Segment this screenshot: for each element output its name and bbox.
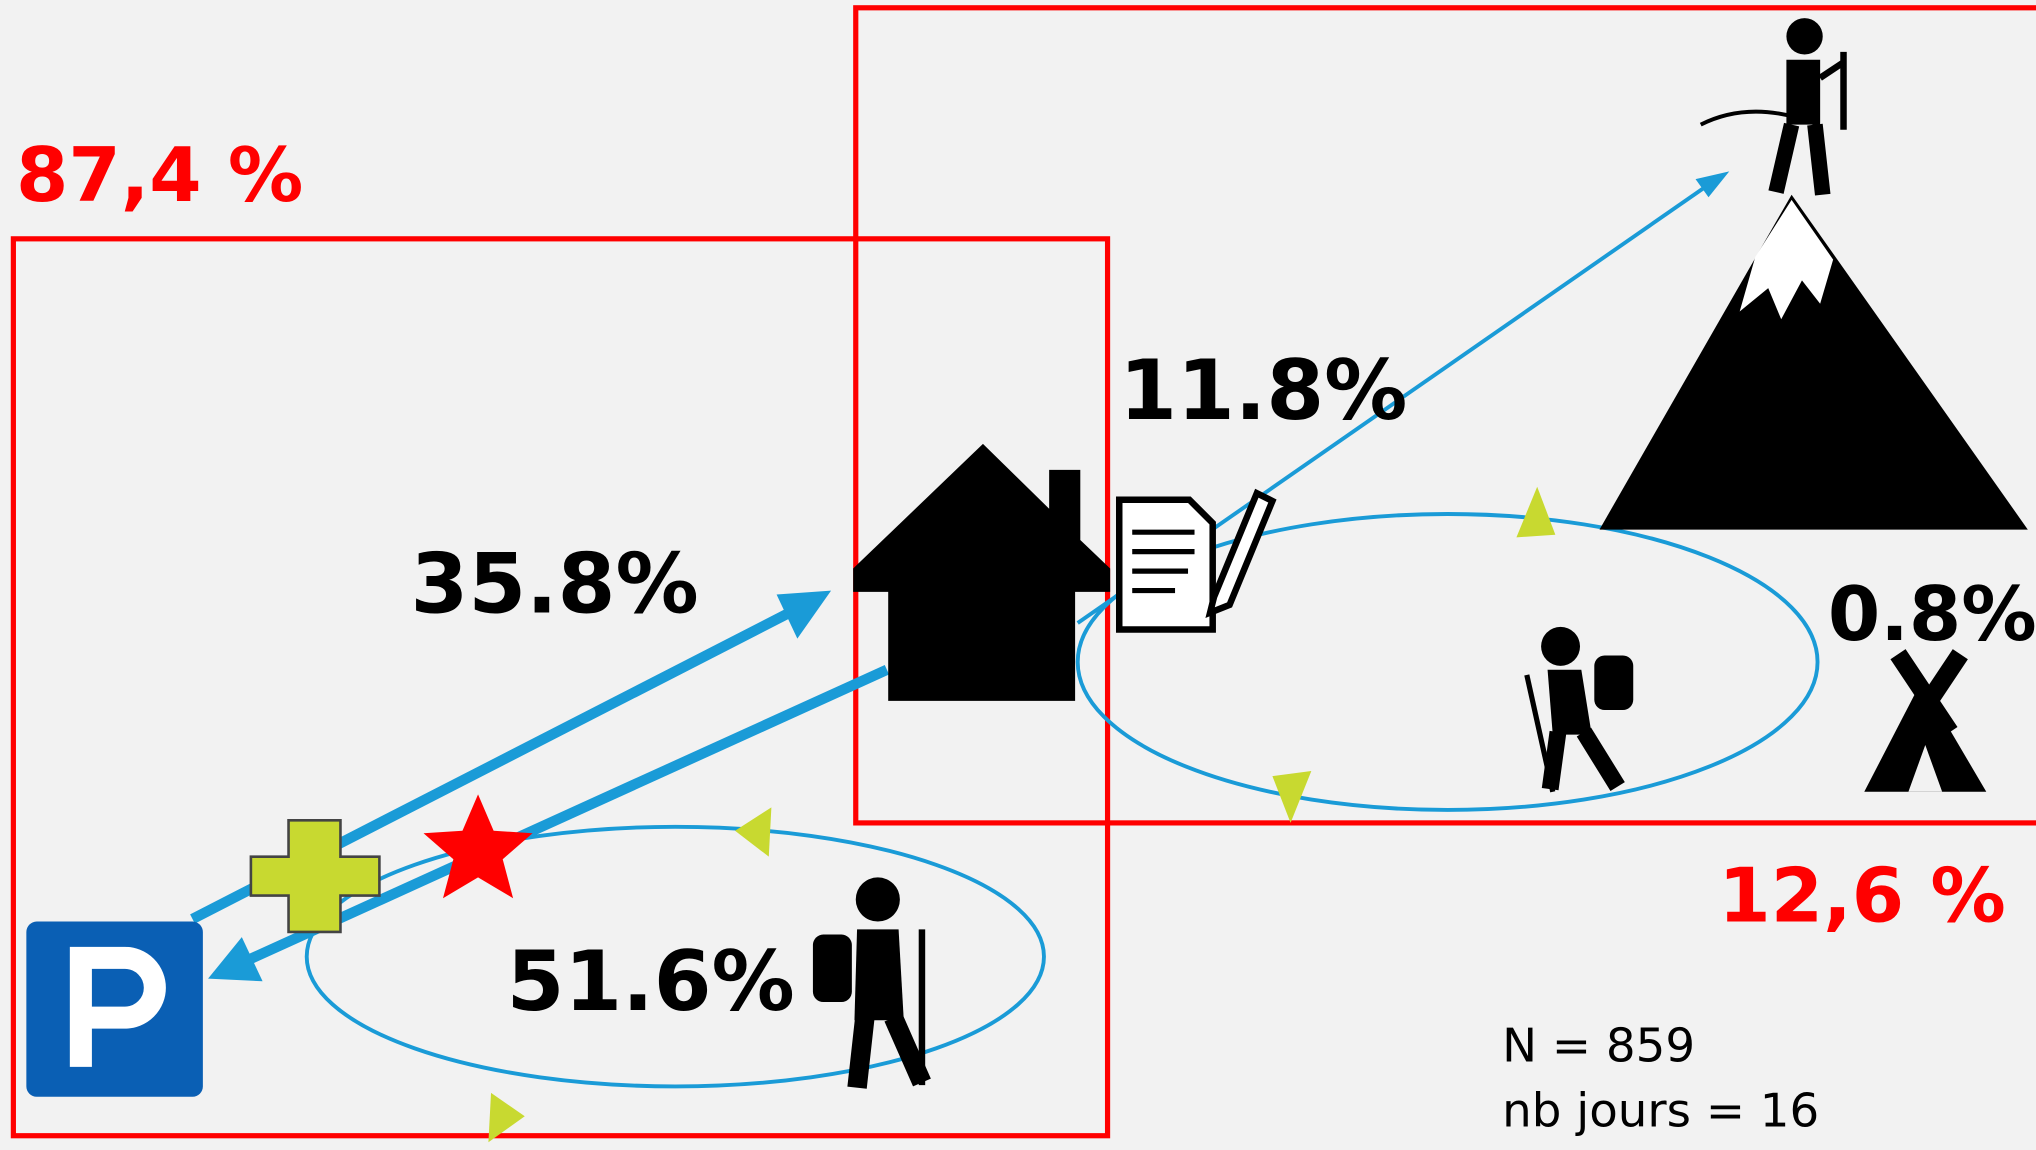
flow-label: 51.6% bbox=[507, 933, 795, 1030]
loop-upper bbox=[1075, 512, 1820, 812]
cross-icon bbox=[249, 819, 381, 934]
box-right bbox=[853, 5, 2036, 826]
loop-lower bbox=[304, 824, 1046, 1089]
arrowhead bbox=[776, 590, 832, 639]
arrow bbox=[244, 665, 890, 966]
hiker-icon bbox=[1524, 626, 1634, 793]
note: N = 859 bbox=[1502, 1020, 1695, 1074]
flow-label: 35.8% bbox=[411, 536, 699, 633]
marker bbox=[488, 1092, 525, 1143]
marker bbox=[1272, 770, 1312, 823]
arrowhead bbox=[1695, 171, 1730, 198]
marker bbox=[1516, 486, 1556, 538]
direction-markers bbox=[488, 486, 1556, 1143]
flow-label: 11.8% bbox=[1119, 342, 1407, 439]
parking-icon bbox=[26, 921, 203, 1097]
tent-icon bbox=[1864, 649, 1987, 792]
hiker-icon bbox=[812, 877, 931, 1089]
marker bbox=[735, 807, 772, 857]
note: nb jours = 16 bbox=[1502, 1085, 1819, 1139]
box-left bbox=[10, 236, 1111, 1139]
star-icon bbox=[423, 794, 533, 899]
climber-icon bbox=[1699, 18, 1847, 196]
flow-label: 0.8% bbox=[1828, 570, 2036, 658]
house-icon bbox=[853, 443, 1111, 701]
mountain-icon bbox=[1599, 194, 2028, 530]
arrowhead bbox=[208, 937, 263, 982]
box-label: 12,6 % bbox=[1718, 852, 2005, 940]
document-icon bbox=[1115, 488, 1277, 633]
box-label: 87,4 % bbox=[16, 131, 303, 219]
